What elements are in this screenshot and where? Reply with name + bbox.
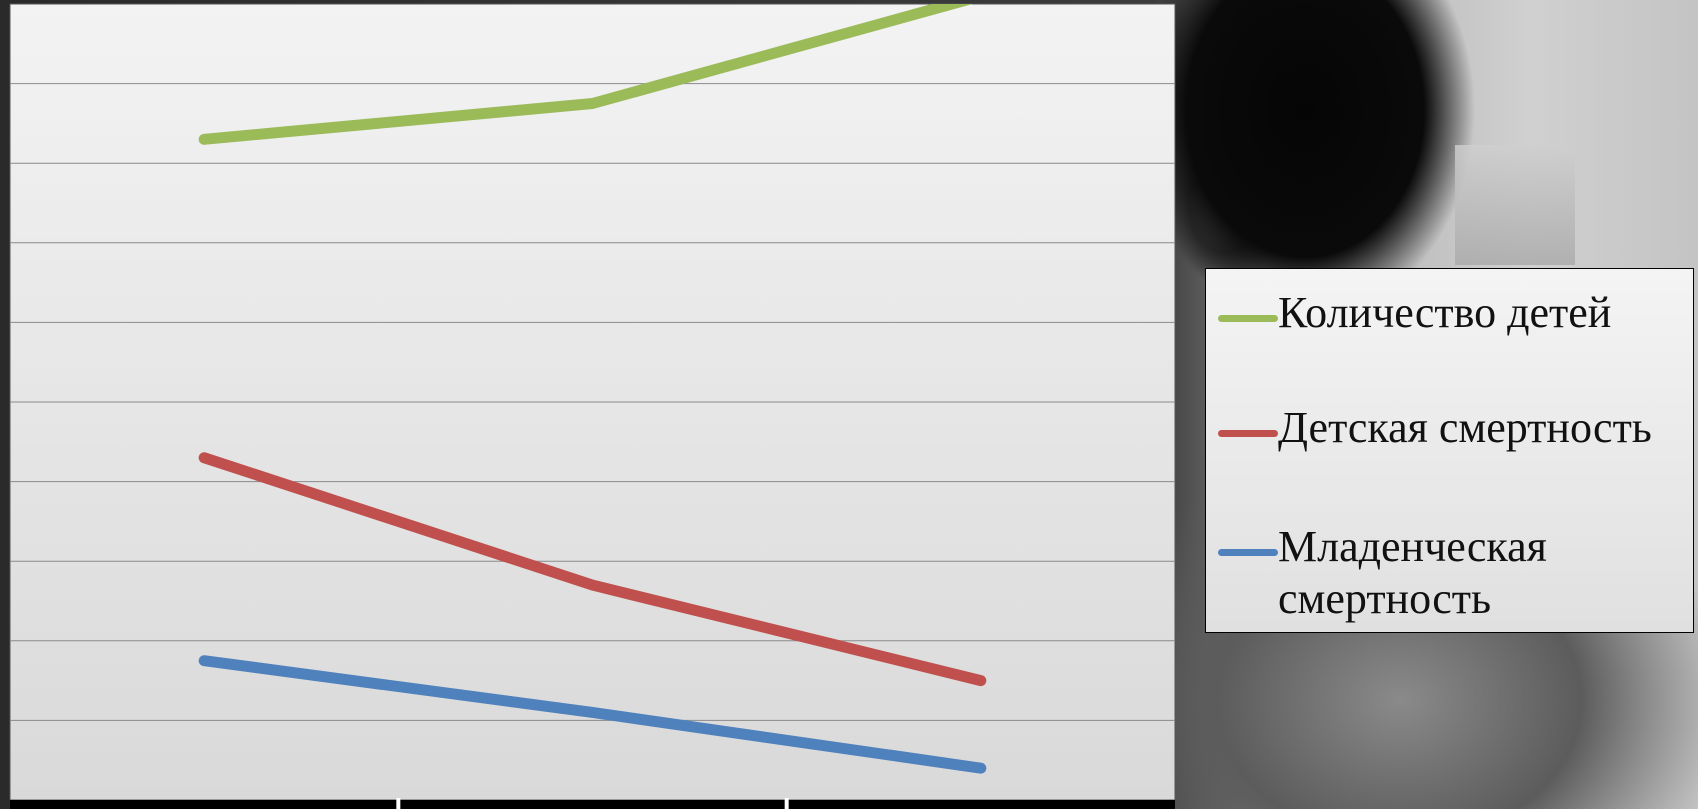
legend-swatch-blue xyxy=(1218,549,1278,556)
legend-label: Младенческая смертность xyxy=(1278,522,1558,623)
gridlines xyxy=(10,83,1175,721)
legend-label: Количество детей xyxy=(1278,288,1612,337)
series-infant-mortality-line xyxy=(198,655,987,774)
legend-item-children-count: Количество детей xyxy=(1218,287,1611,339)
legend-swatch-red xyxy=(1218,430,1278,437)
x-axis xyxy=(10,798,1175,809)
x-axis-line xyxy=(10,800,1175,809)
legend: Количество детей Детская смертность Млад… xyxy=(1205,268,1694,633)
series-children-count-line xyxy=(198,4,973,145)
legend-label: Детская смертность xyxy=(1278,403,1652,452)
background-wall-poster xyxy=(1455,145,1575,265)
legend-swatch-green xyxy=(1218,315,1278,322)
series-child-mortality-line xyxy=(198,452,987,687)
legend-item-child-mortality: Детская смертность xyxy=(1218,402,1652,454)
series-lines xyxy=(198,4,987,774)
legend-item-infant-mortality: Младенческая смертность xyxy=(1218,521,1658,625)
